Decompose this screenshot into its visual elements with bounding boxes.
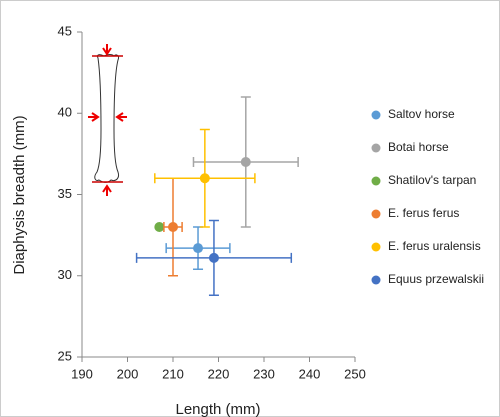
- legend-marker: [371, 110, 381, 120]
- x-tick-label: 190: [71, 366, 93, 381]
- legend-label: Shatilov's tarpan: [388, 173, 476, 187]
- point: [240, 157, 251, 167]
- legend-label: E. ferus ferus: [388, 206, 459, 220]
- x-tick-label: 200: [117, 366, 139, 381]
- y-tick-label: 25: [58, 348, 72, 363]
- y-tick-label: 45: [58, 23, 72, 38]
- point: [168, 222, 178, 232]
- legend-label: Botai horse: [388, 140, 449, 154]
- x-axis-label: Length (mm): [175, 401, 260, 417]
- y-tick-label: 30: [58, 267, 72, 282]
- y-axis-label: Diaphysis breadth (mm): [11, 115, 28, 274]
- y-tick-label: 40: [58, 105, 72, 120]
- point: [208, 252, 219, 263]
- x-tick-label: 240: [299, 366, 321, 381]
- legend-marker: [371, 242, 381, 252]
- point: [154, 222, 165, 232]
- point: [193, 243, 204, 254]
- legend-marker: [371, 176, 381, 186]
- legend-marker: [371, 143, 381, 153]
- legend-label: Saltov horse: [388, 107, 455, 121]
- x-tick-label: 230: [253, 366, 275, 381]
- legend-label: E. ferus uralensis: [388, 239, 481, 253]
- x-tick-label: 250: [344, 366, 366, 381]
- legend-marker: [371, 209, 381, 219]
- x-tick-label: 210: [162, 366, 184, 381]
- point: [199, 173, 210, 184]
- x-tick-label: 220: [208, 366, 230, 381]
- y-tick-label: 35: [58, 186, 72, 201]
- legend-label: Equus przewalskii: [388, 272, 484, 286]
- legend-marker: [371, 275, 381, 285]
- bone-illustration: [88, 44, 127, 196]
